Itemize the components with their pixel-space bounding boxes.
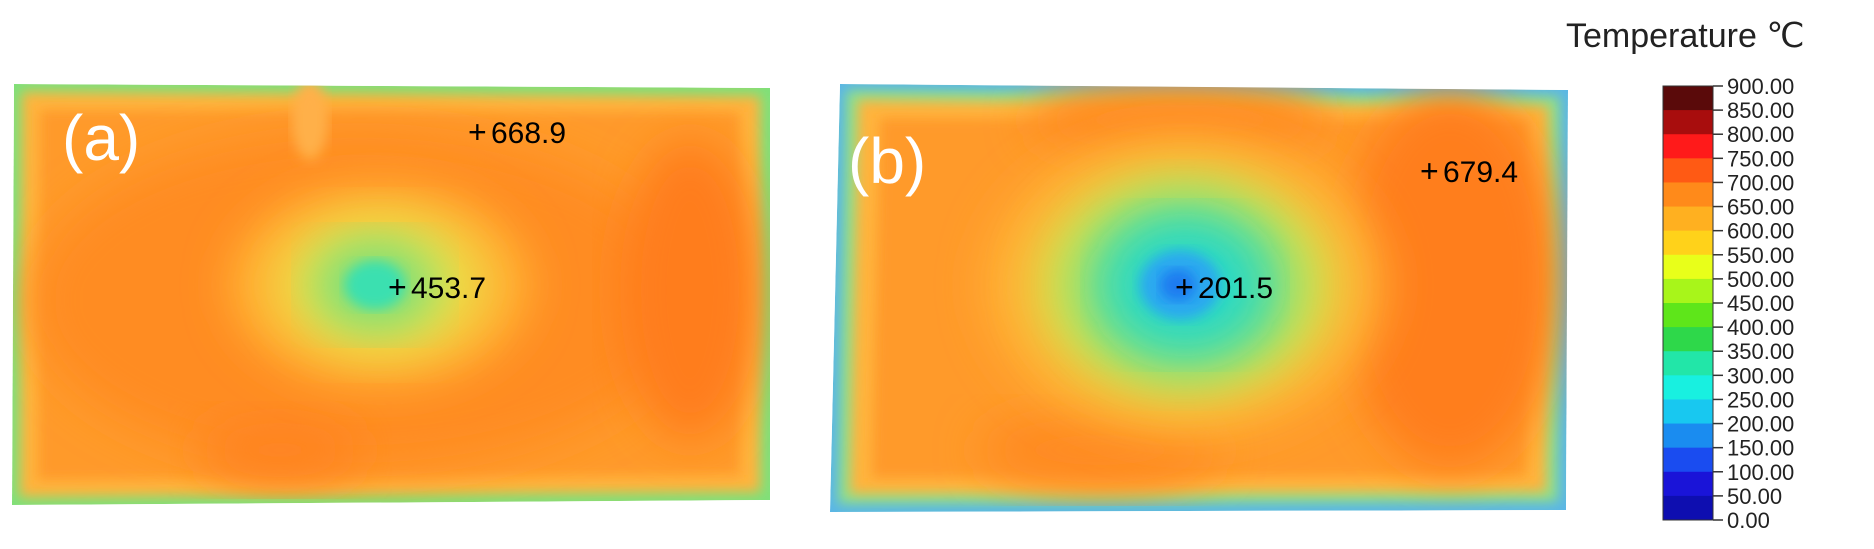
legend-tick-label: 350.00 xyxy=(1727,339,1794,364)
legend-tick-label: 750.00 xyxy=(1727,146,1794,171)
panel-a-probe-min-value: 453.7 xyxy=(411,272,486,305)
panel-b-probe-max-value: 679.4 xyxy=(1443,156,1518,189)
probe-cross-icon: + xyxy=(388,269,407,305)
legend-band xyxy=(1663,134,1713,159)
probe-cross-icon: + xyxy=(468,114,487,150)
legend-tick-label: 450.00 xyxy=(1727,291,1794,316)
panel-a-probe-min: + 453.7 xyxy=(388,269,486,305)
legend-band xyxy=(1663,110,1713,135)
legend-tick-labels: 900.00850.00800.00750.00700.00650.00600.… xyxy=(1713,74,1794,533)
legend-band xyxy=(1663,303,1713,328)
legend-tick-label: 200.00 xyxy=(1727,412,1794,437)
panel-b-contour-field xyxy=(830,84,1568,512)
legend-tick-label: 900.00 xyxy=(1727,74,1794,99)
legend-band xyxy=(1663,447,1713,473)
legend-band xyxy=(1663,471,1713,497)
legend-band xyxy=(1663,278,1713,304)
legend-band xyxy=(1663,206,1713,232)
panel-b-label: (b) xyxy=(848,125,926,197)
panel-b: (b) + 679.4 + 201.5 xyxy=(830,84,1568,512)
legend-tick-label: 500.00 xyxy=(1727,267,1794,292)
legend-tick-label: 650.00 xyxy=(1727,195,1794,220)
legend-band xyxy=(1663,351,1713,376)
panel-b-probe-min-value: 201.5 xyxy=(1198,272,1273,305)
legend-band xyxy=(1663,327,1713,352)
legend-band xyxy=(1663,375,1713,400)
panel-a-probe-max-value: 668.9 xyxy=(491,117,566,150)
temperature-legend: Temperature ℃ 900.00850.00800.00750.0070… xyxy=(1566,17,1805,533)
panel-b-probe-max: + 679.4 xyxy=(1420,153,1518,189)
panel-a: (a) + 668.9 + 453.7 xyxy=(12,84,770,505)
legend-band xyxy=(1663,495,1713,521)
legend-tick-label: 0.00 xyxy=(1727,508,1770,533)
probe-cross-icon: + xyxy=(1420,153,1439,189)
probe-cross-icon: + xyxy=(1175,269,1194,305)
legend-tick-label: 550.00 xyxy=(1727,243,1794,268)
legend-title: Temperature ℃ xyxy=(1566,17,1805,55)
legend-tick-label: 800.00 xyxy=(1727,122,1794,147)
legend-tick-label: 300.00 xyxy=(1727,363,1794,388)
legend-tick-label: 100.00 xyxy=(1727,460,1794,485)
panel-b-probe-min: + 201.5 xyxy=(1175,269,1273,305)
legend-band xyxy=(1663,182,1713,208)
legend-band xyxy=(1663,158,1713,183)
legend-tick-label: 50.00 xyxy=(1727,484,1782,509)
panel-a-label: (a) xyxy=(62,102,140,174)
panel-a-contour-field xyxy=(12,84,770,505)
legend-band xyxy=(1663,399,1713,425)
legend-tick-label: 850.00 xyxy=(1727,98,1794,123)
legend-tick-label: 250.00 xyxy=(1727,387,1794,412)
legend-band xyxy=(1663,230,1713,256)
legend-tick-label: 400.00 xyxy=(1727,315,1794,340)
legend-color-bar xyxy=(1662,85,1714,521)
legend-band xyxy=(1663,86,1713,111)
legend-band xyxy=(1663,254,1713,280)
legend-tick-label: 700.00 xyxy=(1727,170,1794,195)
legend-band xyxy=(1663,423,1713,449)
panel-a-probe-max: + 668.9 xyxy=(468,114,566,150)
legend-tick-label: 150.00 xyxy=(1727,436,1794,461)
legend-tick-label: 600.00 xyxy=(1727,219,1794,244)
